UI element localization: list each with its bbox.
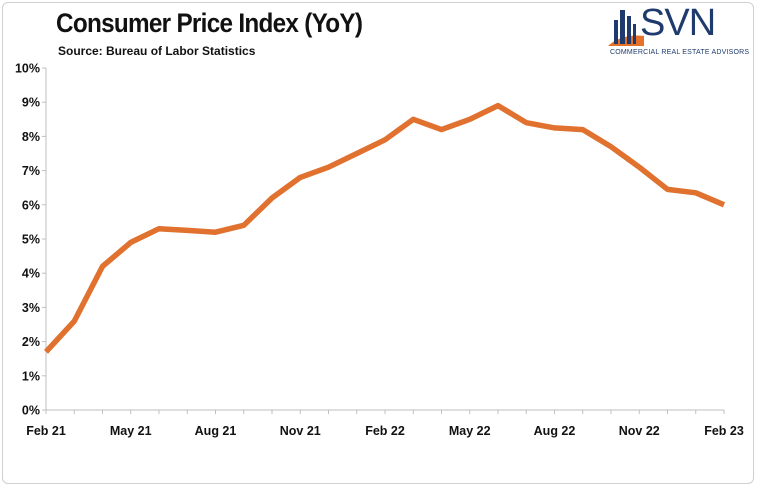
x-tick-label: Nov 22 — [619, 424, 660, 438]
x-tick-label: Feb 21 — [26, 424, 66, 438]
x-tick-label: Feb 22 — [365, 424, 405, 438]
x-axis-labels: Feb 21 May 21 Aug 21 Nov 21 Feb 22 May 22 Aug … — [26, 424, 744, 438]
y-tick-label: 2% — [22, 335, 40, 349]
logo-tagline: COMMERCIAL REAL ESTATE ADVISORS — [610, 49, 750, 56]
chart-axes — [42, 67, 725, 414]
chart-series — [43, 102, 726, 354]
skyline-icon — [608, 10, 644, 46]
logo-wordmark: SVN — [640, 2, 716, 44]
x-tick-label: Aug 21 — [195, 424, 237, 438]
y-tick-label: 6% — [22, 198, 40, 212]
y-tick-label: 8% — [22, 130, 40, 144]
y-tick-label: 1% — [22, 369, 40, 383]
y-tick-label: 10% — [15, 62, 40, 76]
x-tick-label: May 21 — [110, 424, 152, 438]
x-tick-label: Nov 21 — [280, 424, 321, 438]
x-tick-label: Feb 23 — [704, 424, 744, 438]
x-tick-label: May 22 — [449, 424, 491, 438]
y-tick-label: 0% — [22, 404, 40, 418]
y-tick-label: 3% — [22, 301, 40, 315]
chart-subtitle: Source: Bureau of Labor Statistics — [58, 44, 256, 58]
svn-logo: SVN COMMERCIAL REAL ESTATE ADVISORS — [604, 2, 749, 62]
y-tick-label: 9% — [22, 96, 40, 110]
x-tick-label: Aug 22 — [534, 424, 576, 438]
y-tick-label: 7% — [22, 164, 40, 178]
chart-title: Consumer Price Index (YoY) — [56, 8, 363, 38]
y-tick-label: 4% — [22, 267, 40, 281]
y-tick-label: 5% — [22, 233, 40, 247]
y-axis-labels: 0% 1% 2% 3% 4% 5% 6% 7% 8% 9% 10% — [15, 62, 40, 418]
cpi-series-line — [43, 102, 726, 354]
